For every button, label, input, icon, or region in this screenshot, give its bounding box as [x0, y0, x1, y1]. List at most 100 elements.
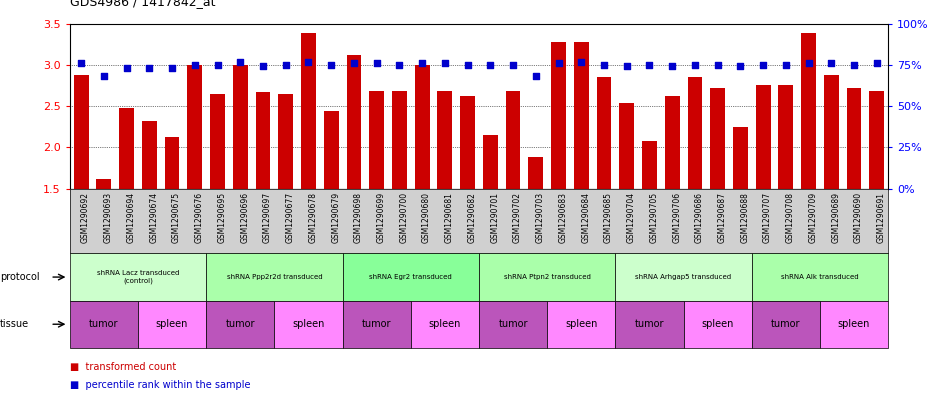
Text: GSM1290699: GSM1290699 — [377, 192, 386, 243]
Point — [824, 60, 839, 66]
Point — [324, 62, 339, 68]
Point — [392, 62, 406, 68]
Point — [528, 73, 543, 79]
Bar — [506, 91, 521, 189]
Point — [619, 63, 634, 70]
Text: GSM1290706: GSM1290706 — [672, 192, 681, 243]
Bar — [460, 96, 475, 189]
Text: GSM1290692: GSM1290692 — [81, 192, 90, 243]
Text: GSM1290703: GSM1290703 — [536, 192, 545, 243]
Text: GSM1290696: GSM1290696 — [240, 192, 249, 243]
Text: GSM1290690: GSM1290690 — [854, 192, 863, 243]
Point — [711, 62, 725, 68]
Bar — [733, 127, 748, 189]
Text: GSM1290708: GSM1290708 — [786, 192, 795, 243]
Point — [846, 62, 861, 68]
Bar — [73, 75, 88, 189]
Bar — [437, 91, 452, 189]
Text: shRNA Alk transduced: shRNA Alk transduced — [781, 274, 858, 280]
Bar — [665, 96, 680, 189]
Text: shRNA Egr2 transduced: shRNA Egr2 transduced — [369, 274, 452, 280]
Text: GSM1290695: GSM1290695 — [218, 192, 227, 243]
Text: GSM1290679: GSM1290679 — [331, 192, 340, 243]
Bar — [347, 55, 361, 189]
Text: GSM1290704: GSM1290704 — [627, 192, 636, 243]
Point — [97, 73, 112, 79]
Point — [210, 62, 225, 68]
Text: ■  percentile rank within the sample: ■ percentile rank within the sample — [70, 380, 250, 390]
Text: GSM1290701: GSM1290701 — [490, 192, 499, 243]
Text: GSM1290702: GSM1290702 — [513, 192, 522, 243]
Point — [870, 60, 884, 66]
Text: GSM1290686: GSM1290686 — [695, 192, 704, 243]
Text: GSM1290707: GSM1290707 — [764, 192, 772, 243]
Text: shRNA Arhgap5 transduced: shRNA Arhgap5 transduced — [635, 274, 732, 280]
Text: spleen: spleen — [429, 319, 461, 329]
Text: spleen: spleen — [701, 319, 734, 329]
Point — [142, 65, 157, 71]
Bar — [142, 121, 156, 189]
Text: tissue: tissue — [0, 319, 29, 329]
Point — [551, 60, 566, 66]
Text: tumor: tumor — [771, 319, 801, 329]
Bar — [392, 91, 406, 189]
Point — [347, 60, 362, 66]
Bar — [210, 94, 225, 189]
Bar — [369, 91, 384, 189]
Point — [756, 62, 771, 68]
Bar — [278, 94, 293, 189]
Text: GSM1290687: GSM1290687 — [718, 192, 726, 243]
Point — [460, 62, 475, 68]
Text: spleen: spleen — [565, 319, 597, 329]
Text: GSM1290684: GSM1290684 — [581, 192, 591, 243]
Text: GSM1290688: GSM1290688 — [740, 192, 750, 243]
Point — [301, 59, 316, 65]
Point — [119, 65, 134, 71]
Point — [596, 62, 611, 68]
Point — [165, 65, 179, 71]
Text: tumor: tumor — [225, 319, 255, 329]
Point — [665, 63, 680, 70]
Point — [415, 60, 430, 66]
Point — [801, 60, 816, 66]
Point — [278, 62, 293, 68]
Point — [73, 60, 88, 66]
Bar — [619, 103, 634, 189]
Point — [778, 62, 793, 68]
Text: GDS4986 / 1417842_at: GDS4986 / 1417842_at — [70, 0, 215, 8]
Bar — [97, 179, 112, 189]
Bar — [119, 108, 134, 189]
Point — [733, 63, 748, 70]
Bar — [711, 88, 725, 189]
Text: spleen: spleen — [838, 319, 870, 329]
Text: GSM1290689: GSM1290689 — [831, 192, 841, 243]
Bar — [256, 92, 271, 189]
Text: GSM1290675: GSM1290675 — [172, 192, 181, 243]
Bar — [687, 77, 702, 189]
Point — [574, 59, 589, 65]
Bar — [301, 33, 316, 189]
Bar — [187, 65, 202, 189]
Point — [187, 62, 202, 68]
Bar — [232, 65, 247, 189]
Bar — [324, 111, 339, 189]
Text: GSM1290691: GSM1290691 — [877, 192, 885, 243]
Bar — [801, 33, 816, 189]
Bar — [415, 65, 430, 189]
Bar — [756, 86, 770, 189]
Point — [506, 62, 521, 68]
Point — [232, 59, 247, 65]
Bar — [870, 91, 884, 189]
Text: shRNA Ptpn2 transduced: shRNA Ptpn2 transduced — [504, 274, 591, 280]
Bar — [778, 86, 793, 189]
Text: GSM1290698: GSM1290698 — [354, 192, 363, 243]
Point — [642, 62, 657, 68]
Bar — [551, 42, 565, 189]
Bar — [824, 75, 839, 189]
Text: tumor: tumor — [362, 319, 392, 329]
Text: GSM1290677: GSM1290677 — [286, 192, 295, 243]
Text: GSM1290709: GSM1290709 — [808, 192, 817, 243]
Text: GSM1290694: GSM1290694 — [126, 192, 136, 243]
Text: spleen: spleen — [156, 319, 188, 329]
Text: GSM1290683: GSM1290683 — [559, 192, 567, 243]
